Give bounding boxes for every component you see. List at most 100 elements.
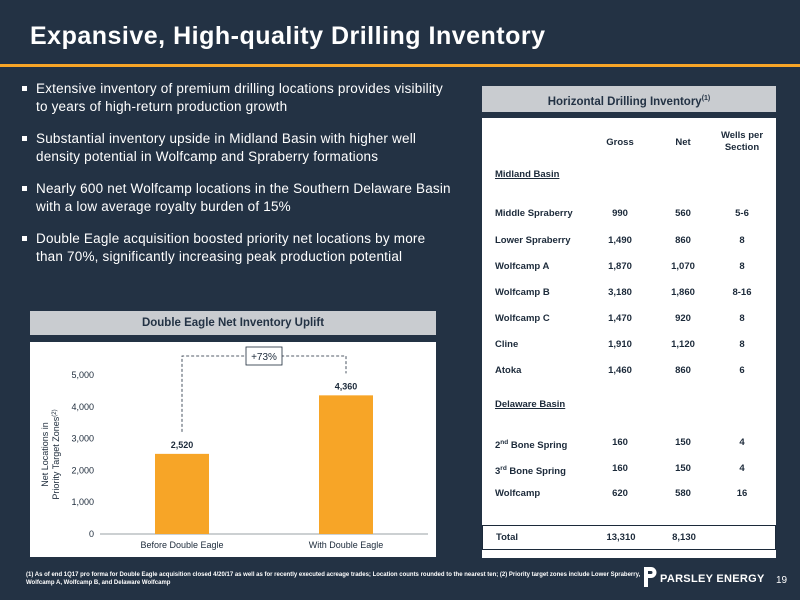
company-logo: PARSLEY ENERGY <box>643 566 773 590</box>
row-wells: 8 <box>739 339 745 350</box>
table-header-row: Gross Net Wells per Section <box>482 130 776 156</box>
bullet-list: Extensive inventory of premium drilling … <box>22 80 452 280</box>
row-gross: 3,180 <box>608 287 632 298</box>
y-tick-label: 2,000 <box>71 465 94 475</box>
table-row: Atoka 1,460 860 6 <box>482 363 776 379</box>
x-tick-label: With Double Eagle <box>309 540 384 550</box>
y-tick-label: 0 <box>89 529 94 539</box>
bar-value-label: 2,520 <box>171 440 194 450</box>
row-gross: 1,470 <box>608 313 632 324</box>
row-name: Wolfcamp B <box>495 287 550 298</box>
col-wells-header-line1: Wells per <box>720 130 764 141</box>
slide-title: Expansive, High-quality Drilling Invento… <box>30 22 546 50</box>
row-gross: 1,910 <box>608 339 632 350</box>
row-name: Cline <box>495 339 519 350</box>
x-tick-label: Before Double Eagle <box>140 540 223 550</box>
table-row: Lower Spraberry 1,490 860 8 <box>482 233 776 249</box>
col-wells-header-line2: Section <box>724 142 760 153</box>
table-row: Wolfcamp C 1,470 920 8 <box>482 311 776 327</box>
row-net: 920 <box>675 313 691 324</box>
y-tick-label: 5,000 <box>71 370 94 380</box>
row-net: 150 <box>675 437 691 448</box>
table-row: Wolfcamp B 3,180 1,860 8-16 <box>482 285 776 301</box>
row-name: Atoka <box>495 365 522 376</box>
row-net: 860 <box>675 235 691 246</box>
table-row: Wolfcamp 620 580 16 <box>482 486 776 502</box>
row-net: 580 <box>675 488 691 499</box>
page-number: 19 <box>776 575 788 586</box>
bar-value-label: 4,360 <box>335 381 358 391</box>
table-row: Wolfcamp A 1,870 1,070 8 <box>482 259 776 275</box>
row-name-ordinal: 3 <box>495 466 501 478</box>
y-tick-label: 3,000 <box>71 434 94 444</box>
row-wells: 5-6 <box>735 208 749 219</box>
row-name: Wolfcamp A <box>495 261 550 272</box>
row-net: 150 <box>675 463 691 474</box>
total-net: 8,130 <box>672 532 696 543</box>
inventory-header: Horizontal Drilling Inventory(1) <box>482 86 776 112</box>
row-gross: 1,460 <box>608 365 632 376</box>
row-name: Middle Spraberry <box>495 208 573 219</box>
title-divider <box>0 64 800 67</box>
col-gross-header: Gross <box>606 137 634 148</box>
inventory-table: Gross Net Wells per Section Midland Basi… <box>482 118 776 558</box>
bullet-item: Extensive inventory of premium drilling … <box>22 80 452 116</box>
row-wells: 8 <box>739 313 745 324</box>
row-wells: 8 <box>739 235 745 246</box>
col-net-header: Net <box>675 137 691 148</box>
table-row: Middle Spraberry 990 560 5-6 <box>482 206 776 222</box>
col-wells-header: Wells per Section <box>711 130 773 154</box>
table-row: Cline 1,910 1,120 8 <box>482 337 776 353</box>
bar <box>319 395 373 534</box>
row-gross: 160 <box>612 437 628 448</box>
total-row: Total 13,310 8,130 <box>482 525 776 550</box>
row-name-ordinal: 2 <box>495 440 501 452</box>
row-net: 560 <box>675 208 691 219</box>
row-name-rest: Bone Spring <box>506 466 566 478</box>
footnote: (1) As of end 1Q17 pro forma for Double … <box>26 572 641 586</box>
row-wells: 4 <box>739 463 745 474</box>
bullet-item: Substantial inventory upside in Midland … <box>22 130 452 166</box>
parsley-logo-icon <box>644 567 657 587</box>
inventory-uplift-chart: 0 1,000 2,000 3,000 4,000 5,000 Net Locations … <box>30 342 436 557</box>
row-name-ordinal-suffix: rd <box>500 465 507 472</box>
row-net: 1,070 <box>671 261 695 272</box>
uplift-label: +73% <box>251 352 277 363</box>
inventory-header-label: Horizontal Drilling Inventory <box>547 95 702 108</box>
y-axis-label-line2: Priority Target Zones(2) <box>51 409 61 499</box>
bullet-item: Double Eagle acquisition boosted priorit… <box>22 230 452 266</box>
row-gross: 620 <box>612 488 628 499</box>
row-wells: 16 <box>736 488 748 499</box>
bar <box>155 453 209 534</box>
total-gross: 13,310 <box>606 532 636 543</box>
table-row: 3rd Bone Spring 160 150 4 <box>482 461 776 477</box>
row-name-rest: Bone Spring <box>508 440 568 452</box>
row-wells: 4 <box>739 437 745 448</box>
inventory-header-footnote-ref: (1) <box>701 95 711 102</box>
row-name: 2nd Bone Spring <box>495 435 567 454</box>
row-name-ordinal-suffix: nd <box>500 439 509 446</box>
row-gross: 1,490 <box>608 235 632 246</box>
row-gross: 990 <box>612 208 628 219</box>
row-net: 1,120 <box>671 339 695 350</box>
y-tick-label: 1,000 <box>71 497 94 507</box>
table-row: 2nd Bone Spring 160 150 4 <box>482 435 776 451</box>
y-axis-label-line1: Net Locations in <box>40 422 50 487</box>
row-wells: 8 <box>739 261 745 272</box>
midland-basin-title: Midland Basin <box>495 169 560 180</box>
row-gross: 1,870 <box>608 261 632 272</box>
delaware-basin-title: Delaware Basin <box>495 399 566 410</box>
row-name: Lower Spraberry <box>495 235 571 246</box>
total-label: Total <box>496 532 518 543</box>
bullet-item: Nearly 600 net Wolfcamp locations in the… <box>22 180 452 216</box>
row-net: 1,860 <box>671 287 695 298</box>
row-name: Wolfcamp <box>495 488 541 499</box>
logo-wordmark: PARSLEY ENERGY <box>660 573 765 585</box>
uplift-badge <box>245 346 283 366</box>
row-wells: 8-16 <box>732 287 752 298</box>
row-gross: 160 <box>612 463 628 474</box>
row-wells: 6 <box>739 365 745 376</box>
y-tick-label: 4,000 <box>71 402 94 412</box>
delaware-basin-title-row: Delaware Basin <box>482 397 776 413</box>
row-net: 860 <box>675 365 691 376</box>
